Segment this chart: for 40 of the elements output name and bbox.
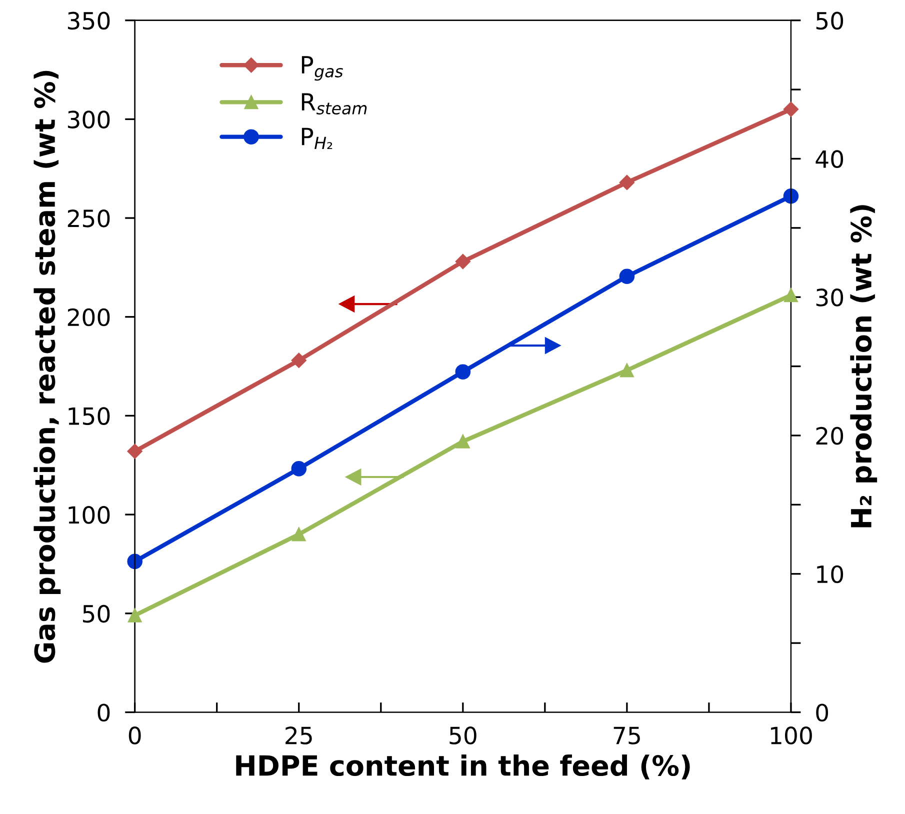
legend-label: R$_{steam}$: [302, 93, 367, 115]
y-tick-label: 200: [68, 308, 110, 326]
point: [783, 188, 799, 204]
y-tick-label: 50: [83, 604, 110, 623]
y-tick-label: 350: [68, 12, 110, 30]
x-tick-label: 0: [128, 726, 141, 744]
y-tick-label: 100: [68, 506, 110, 524]
y-tick-label: 300: [68, 110, 110, 128]
y2-tick-label: 10: [817, 565, 844, 584]
y-tick-label: 150: [68, 407, 110, 426]
point: [620, 363, 634, 378]
point: [619, 268, 635, 284]
y2-tick-label: 20: [816, 426, 844, 445]
point: [292, 527, 306, 542]
point: [784, 288, 798, 302]
point: [291, 461, 307, 476]
point: [455, 254, 470, 270]
y-tick-label: 0: [98, 704, 110, 722]
y2-tick-label: 0: [816, 704, 828, 722]
x-tick-label: 50: [450, 726, 476, 744]
x-tick-label: 25: [286, 726, 312, 744]
y2-axis-title: H₂ production (wt %): [850, 205, 878, 528]
point: [291, 352, 306, 368]
x-axis-title: HDPE content in the feed (%): [236, 754, 690, 780]
point: [127, 444, 142, 459]
y2-tick-label: 50: [816, 12, 844, 30]
y-axis-title: Gas production, reacted steam (wt %): [34, 70, 61, 663]
point: [456, 434, 470, 448]
point: [127, 554, 142, 570]
legend-label: P$_{gas}$: [302, 56, 343, 81]
y2-tick-label: 40: [816, 150, 844, 168]
point: [619, 174, 635, 190]
point: [455, 364, 471, 380]
y2-tick-label: 30: [816, 288, 844, 306]
x-tick-label: 75: [614, 726, 640, 744]
y-tick-label: 250: [68, 209, 110, 228]
x-tick-label: 100: [771, 726, 812, 744]
point: [783, 102, 799, 117]
legend-label: P$_{H₂}$: [302, 128, 332, 150]
point: [128, 608, 142, 622]
